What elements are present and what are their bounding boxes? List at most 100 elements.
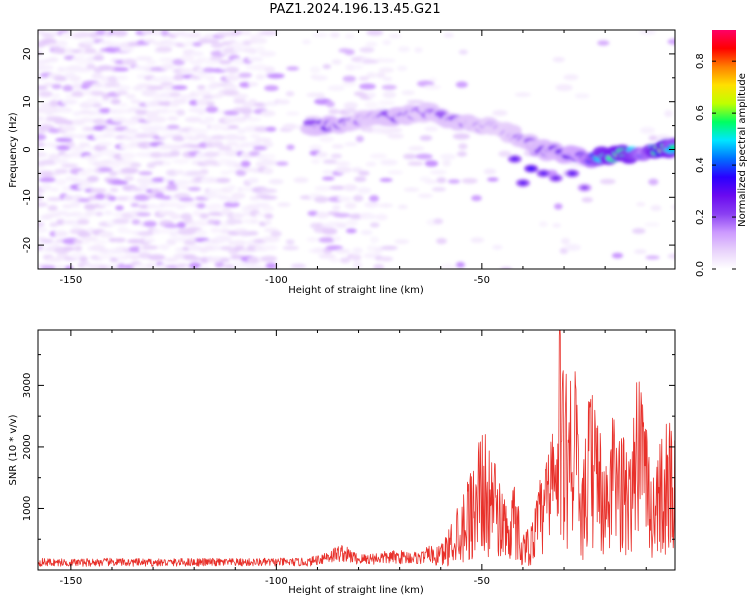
- spectrogram-noise-cell: [104, 81, 121, 88]
- spectrogram-noise-cell: [327, 85, 345, 91]
- spectrogram-noise-cell: [318, 237, 336, 243]
- spectrogram-noise-cell: [370, 236, 379, 244]
- spectrogram-noise-cell: [131, 219, 141, 225]
- spectrogram-noise-cell: [44, 257, 63, 263]
- spectrogram-noise-cell: [282, 245, 300, 251]
- spectrogram-noise-cell: [179, 68, 194, 74]
- spectrogram-noise-cell: [62, 246, 75, 251]
- chart-title: PAZ1.2024.196.13.45.G21: [269, 2, 441, 17]
- spectrogram-noise-cell: [424, 179, 438, 184]
- spectrogram-noise-cell: [352, 195, 364, 202]
- spectrogram-noise-cell: [136, 212, 152, 217]
- spectrogram-noise-cell: [483, 168, 497, 175]
- spectrogram-noise-cell: [206, 101, 215, 107]
- spectrogram-noise-cell: [387, 127, 403, 133]
- spectrogram-noise-cell: [492, 244, 503, 250]
- spectrogram-noise-cell: [107, 162, 121, 169]
- spectrogram-noise-cell: [277, 202, 291, 207]
- spectrogram-noise-cell: [197, 266, 210, 269]
- spectrogram-noise-cell: [263, 220, 272, 225]
- spectrogram-noise-cell: [328, 108, 340, 115]
- spectrogram-noise-cell: [78, 256, 88, 262]
- spectrogram-noise-cell: [125, 93, 136, 100]
- spectrogram-noise-cell: [492, 110, 508, 116]
- spectrogram-noise-cell: [498, 150, 512, 158]
- spectrogram-noise-cell: [452, 133, 470, 140]
- spectrogram-noise-cell: [218, 60, 232, 65]
- spectrogram-noise-cell: [564, 244, 581, 251]
- spectrogram-noise-cell: [214, 261, 224, 268]
- spectrogram-noise-cell: [335, 166, 352, 174]
- spectrogram-noise-cell: [286, 144, 295, 151]
- spectrogram-noise-cell: [355, 135, 364, 143]
- spectrogram-noise-cell: [180, 213, 192, 221]
- spectrogram-noise-cell: [71, 90, 85, 98]
- spectrogram-noise-cell: [196, 85, 206, 90]
- spectrogram-noise-cell: [115, 85, 131, 91]
- spectrogram-noise-cell: [123, 175, 135, 182]
- spectrogram-noise-cell: [262, 167, 274, 175]
- spectrogram-noise-cell: [145, 60, 157, 65]
- spectrogram-noise-cell: [65, 141, 75, 147]
- spectrogram-noise-cell: [196, 98, 211, 106]
- spectrogram-noise-cell: [71, 82, 84, 90]
- spectrogram-noise-cell: [268, 179, 284, 185]
- spectrogram-noise-cell: [74, 31, 93, 38]
- spectrogram-noise-cell: [69, 146, 86, 151]
- spectrogram-noise-cell: [199, 169, 209, 175]
- spectrogram-noise-cell: [238, 72, 252, 78]
- spectrogram-noise-cell: [169, 91, 181, 98]
- spectrogram-noise-cell: [428, 77, 437, 82]
- spectrogram-noise-cell: [636, 202, 646, 207]
- spectrogram-noise-cell: [634, 249, 647, 255]
- spectrogram-noise-cell: [62, 133, 78, 139]
- spectrogram-noise-cell: [189, 60, 204, 65]
- y-tick-label: -20: [22, 237, 33, 253]
- spectrogram-noise-cell: [86, 175, 99, 183]
- spectrogram-noise-cell: [388, 33, 402, 39]
- spectrogram-x-axis-title: Height of straight line (km): [288, 285, 424, 296]
- spectrogram-noise-cell: [259, 195, 278, 200]
- spectrogram-noise-cell: [184, 116, 203, 123]
- spectrogram-noise-cell: [352, 247, 363, 254]
- spectrogram-noise-cell: [38, 177, 56, 183]
- spectrogram-noise-cell: [38, 133, 47, 141]
- spectrogram-noise-cell: [202, 39, 220, 44]
- spectrogram-noise-cell: [403, 153, 417, 160]
- spectrogram-noise-cell: [172, 98, 188, 105]
- spectrogram-noise-cell: [220, 246, 234, 251]
- spectrogram-noise-cell: [648, 135, 659, 141]
- spectrogram-noise-cell: [71, 222, 81, 228]
- spectrogram-noise-cell: [335, 248, 351, 254]
- spectrogram-noise-cell: [331, 144, 344, 149]
- spectrogram-noise-cell: [120, 167, 139, 174]
- spectrogram-noise-cell: [240, 160, 251, 168]
- spectrogram-noise-cell: [209, 82, 222, 89]
- spectrogram-noise-cell: [286, 66, 300, 71]
- spectrogram-noise-cell: [129, 254, 140, 261]
- spectrogram-noise-cell: [244, 116, 262, 122]
- spectrogram-noise-cell: [344, 49, 355, 56]
- spectrogram-noise-cell: [433, 218, 444, 225]
- spectrogram-noise-cell: [253, 64, 268, 71]
- spectrogram-noise-cell: [85, 167, 95, 174]
- spectrogram-noise-cell: [358, 170, 370, 176]
- signal-branch-core: [539, 171, 548, 176]
- spectrogram-noise-cell: [322, 170, 333, 175]
- spectrogram-noise-cell: [359, 47, 375, 53]
- spectrogram-noise-cell: [231, 192, 246, 200]
- spectrogram-noise-cell: [285, 111, 300, 116]
- spectrogram-noise-cell: [48, 153, 60, 160]
- spectrogram-noise-cell: [241, 30, 252, 36]
- signal-branch-core: [518, 180, 527, 185]
- spectrogram-noise-cell: [205, 106, 219, 113]
- spectrogram-noise-cell: [232, 212, 245, 219]
- spectrogram-noise-cell: [423, 84, 441, 90]
- spectrogram-noise-cell: [387, 170, 404, 175]
- spectrogram-noise-cell: [381, 84, 397, 90]
- spectrogram-noise-cell: [138, 183, 149, 191]
- spectrogram-noise-cell: [255, 74, 265, 80]
- spectrogram-noise-cell: [443, 32, 455, 38]
- snr-series-line: [38, 330, 675, 567]
